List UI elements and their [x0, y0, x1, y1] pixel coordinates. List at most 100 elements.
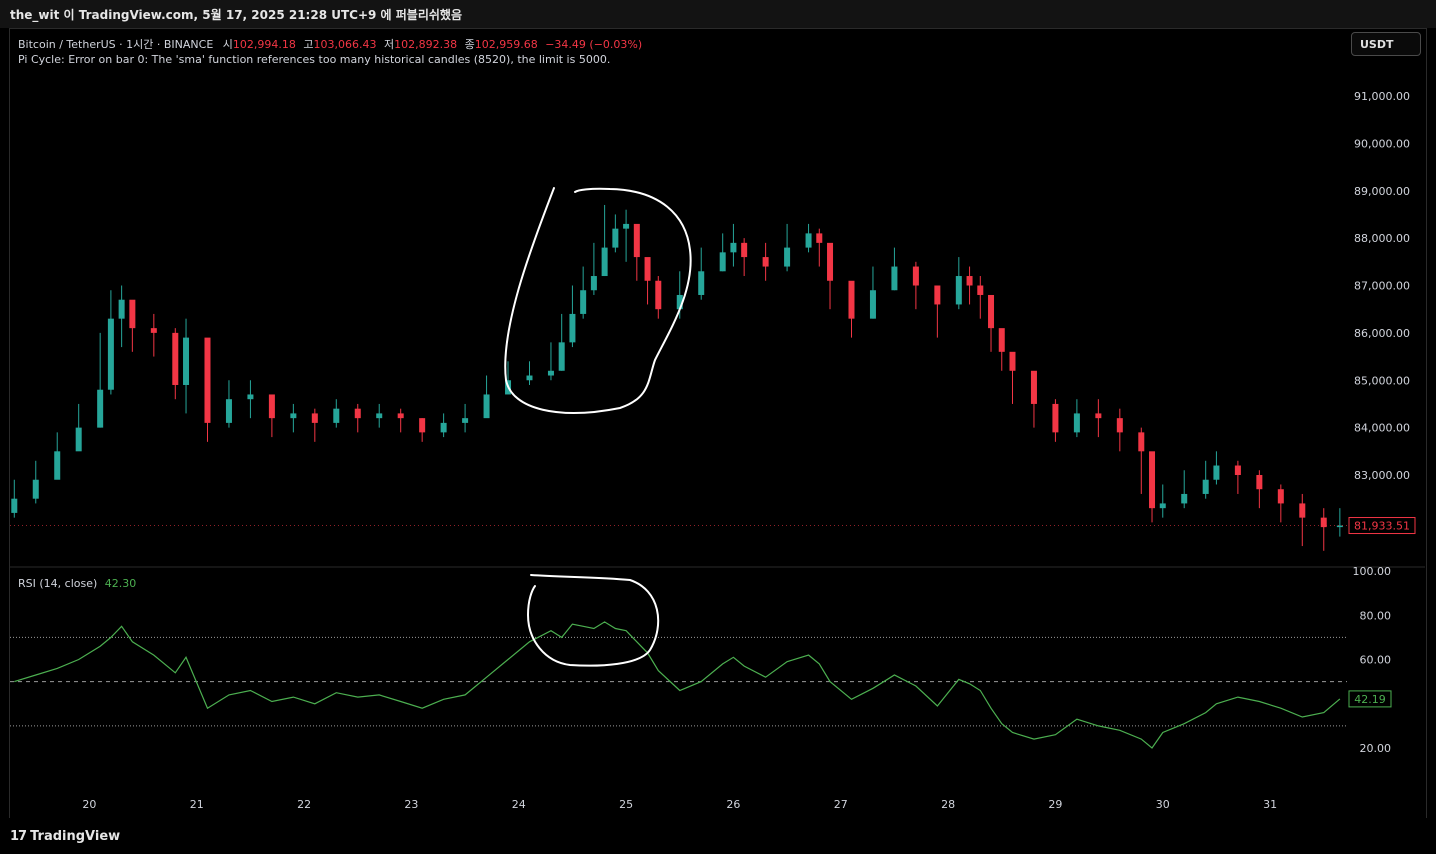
publish-bar: the_wit 이 TradingView.com, 5월 17, 2025 2…	[0, 0, 1436, 28]
candle-body	[655, 280, 662, 310]
candle-body	[816, 233, 823, 243]
candle-body	[172, 332, 179, 385]
candle-body	[827, 242, 834, 281]
time-axis-label: 22	[297, 798, 311, 811]
candle-body	[912, 266, 919, 286]
time-axis-label: 23	[404, 798, 418, 811]
candle-body	[580, 290, 587, 314]
low-value: 102,892.38	[394, 38, 458, 51]
candle-body	[440, 422, 447, 433]
time-axis-label: 31	[1263, 798, 1277, 811]
candle-body	[247, 394, 254, 400]
price-axis-label: 84,000.00	[1354, 422, 1410, 435]
candle-body	[129, 299, 136, 329]
candle-body	[1234, 465, 1241, 475]
time-axis-label: 30	[1156, 798, 1170, 811]
high-value: 103,066.43	[313, 38, 377, 51]
close-value: 102,959.68	[474, 38, 538, 51]
price-axis-label: 91,000.00	[1354, 90, 1410, 103]
candle-body	[730, 242, 737, 253]
footer-bar	[0, 818, 1436, 854]
price-axis-label: 87,000.00	[1354, 280, 1410, 293]
candle-body	[75, 427, 82, 452]
candle-body	[1149, 451, 1156, 509]
candle-body	[32, 479, 39, 499]
candle-body	[623, 223, 630, 229]
candle-body	[462, 418, 469, 423]
candle-body	[934, 285, 941, 305]
candle-body	[741, 242, 748, 258]
candle-body	[333, 408, 340, 423]
tv-logo-icon: 17	[10, 829, 27, 844]
candle-body	[891, 266, 898, 291]
candle-body	[1073, 413, 1080, 433]
candle-body	[805, 233, 812, 248]
open-label: 시	[222, 38, 233, 51]
candle-body	[1181, 493, 1188, 504]
candle-body	[633, 223, 640, 258]
candle-body	[1159, 503, 1166, 509]
price-axis-label: 86,000.00	[1354, 327, 1410, 340]
price-axis-label: 89,000.00	[1354, 185, 1410, 198]
candle-body	[483, 394, 490, 419]
brand-name: TradingView	[30, 829, 121, 844]
candle-body	[1277, 489, 1284, 504]
candle-body	[1030, 370, 1037, 404]
candle-body	[54, 451, 61, 480]
indicator-error: Pi Cycle: Error on bar 0: The 'sma' func…	[18, 53, 611, 66]
symbol-title[interactable]: Bitcoin / TetherUS · 1시간 · BINANCE	[18, 38, 214, 51]
candle-body	[644, 257, 651, 281]
currency-button[interactable]: USDT	[1351, 32, 1421, 56]
candle-body	[354, 408, 361, 419]
candle-body	[1009, 351, 1016, 371]
rsi-axis-label: 60.00	[1360, 654, 1392, 667]
time-axis-label: 28	[941, 798, 955, 811]
rsi-value: 42.30	[104, 577, 137, 590]
candle-body	[547, 370, 554, 376]
candle-body	[719, 252, 726, 272]
candle-body	[225, 399, 232, 423]
tradingview-logo[interactable]: 17 TradingView	[10, 829, 120, 844]
price-axis-label: 85,000.00	[1354, 374, 1410, 387]
candle-body	[397, 413, 404, 419]
candle-body	[558, 342, 565, 371]
candle-body	[955, 276, 962, 305]
candle-body	[784, 247, 791, 267]
low-label: 저	[384, 38, 395, 51]
candle-body	[526, 375, 533, 381]
candle-body	[107, 318, 114, 390]
candle-body	[762, 257, 769, 267]
rsi-axis-label: 80.00	[1360, 609, 1392, 622]
time-axis-label: 29	[1048, 798, 1062, 811]
rsi-value-box	[1348, 690, 1392, 708]
candle-body	[977, 285, 984, 295]
annotation-circle-rsi	[526, 574, 660, 667]
candle-body	[1116, 418, 1123, 433]
rsi-axis-label: 100.00	[1353, 565, 1392, 578]
chart-frame[interactable]	[9, 28, 1427, 820]
rsi-name[interactable]: RSI (14, close)	[18, 577, 98, 590]
candle-body	[698, 271, 705, 295]
candle-body	[1095, 413, 1102, 419]
last-price-label: 81,933.51	[1354, 520, 1410, 533]
candle-body	[1299, 503, 1306, 518]
candle-body	[1336, 525, 1343, 528]
rsi-value-label: 42.19	[1354, 693, 1386, 706]
time-axis-label: 21	[190, 798, 204, 811]
candle-body	[998, 328, 1005, 352]
close-label: 종	[464, 38, 475, 51]
last-price-box	[1348, 517, 1416, 535]
candle-body	[204, 337, 211, 423]
candle-body	[290, 413, 297, 419]
time-axis-label: 25	[619, 798, 633, 811]
candle-body	[1320, 517, 1327, 528]
candle-body	[118, 299, 125, 319]
rsi-line	[14, 621, 1341, 749]
candle-body	[569, 313, 576, 343]
candle-body	[848, 280, 855, 319]
time-axis-label: 24	[512, 798, 526, 811]
candle-body	[376, 413, 383, 419]
time-axis-label: 26	[726, 798, 740, 811]
high-label: 고	[303, 38, 314, 51]
